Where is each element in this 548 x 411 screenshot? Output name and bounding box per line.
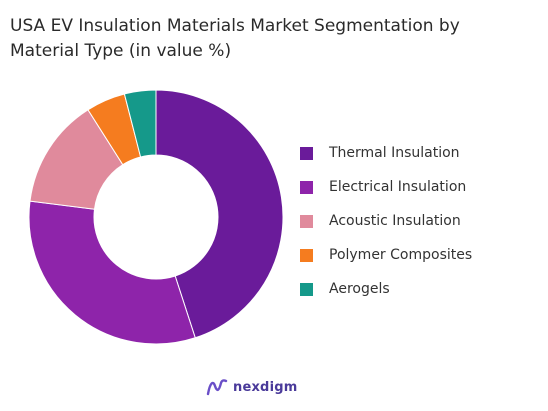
legend-item-aerogels: Aerogels (300, 272, 540, 306)
donut-slice-thermal-insulation (155, 89, 284, 339)
chart-title-line-2: Material Type (in value %) (10, 41, 232, 61)
legend-item-thermal-insulation: Thermal Insulation (300, 136, 540, 170)
legend-label: Aerogels (329, 281, 390, 297)
legend-label: Electrical Insulation (329, 179, 467, 195)
chart-title: USA EV Insulation Materials Market Segme… (10, 14, 540, 64)
legend-swatch (300, 180, 313, 194)
legend-swatch (300, 282, 313, 296)
donut-slice-aerogels (123, 89, 157, 158)
donut-slice-electrical-insulation (28, 200, 196, 345)
brand-logo: nexdigm (206, 376, 297, 398)
legend-label: Acoustic Insulation (329, 213, 461, 229)
legend-item-polymer-composites: Polymer Composites (300, 238, 540, 272)
legend-swatch (300, 248, 313, 262)
chart-title-line-1: USA EV Insulation Materials Market Segme… (10, 16, 460, 36)
chart-legend: Thermal Insulation Electrical Insulation… (300, 136, 540, 306)
legend-item-electrical-insulation: Electrical Insulation (300, 170, 540, 204)
legend-label: Polymer Composites (329, 247, 473, 263)
legend-label: Thermal Insulation (329, 145, 460, 161)
nexdigm-logo-icon (206, 379, 228, 396)
legend-swatch (300, 214, 313, 228)
brand-name: nexdigm (233, 379, 298, 395)
legend-swatch (300, 146, 313, 160)
legend-item-acoustic-insulation: Acoustic Insulation (300, 204, 540, 238)
donut-slices (28, 89, 284, 345)
